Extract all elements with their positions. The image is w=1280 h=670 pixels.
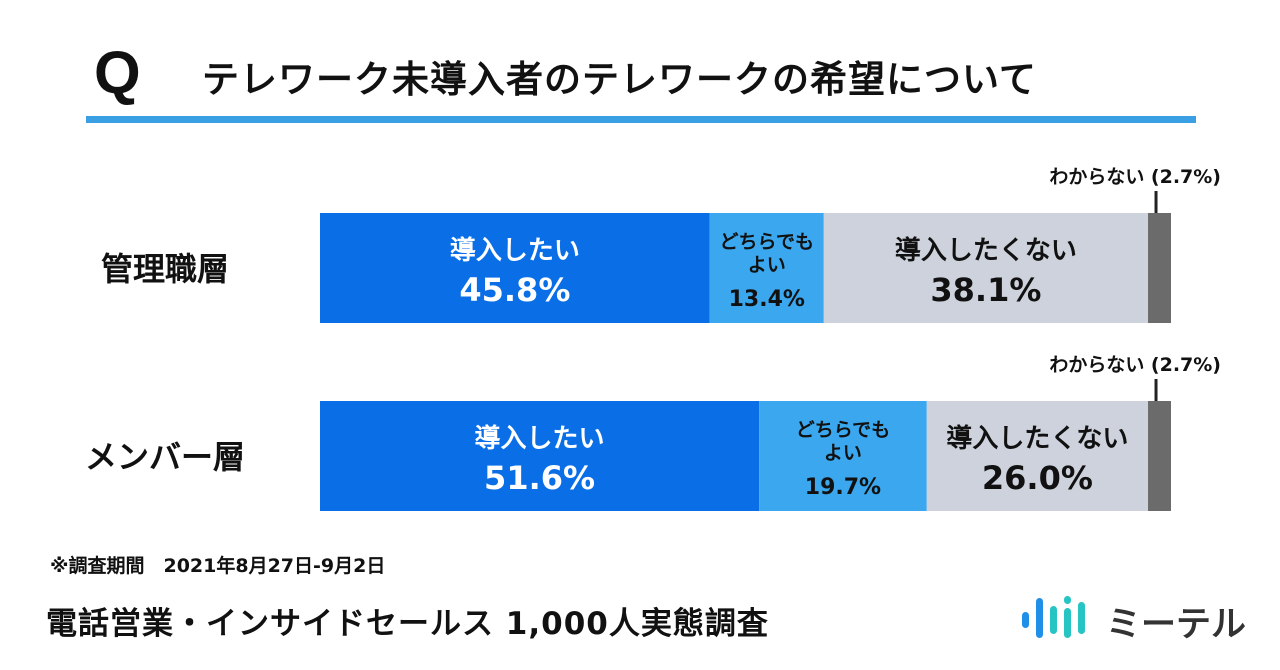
stacked-bar-chart: 管理職層 導入したい45.8%どちらでもよい13.4%導入したくない38.1%わか… — [85, 166, 1221, 511]
segment-label: 導入したくない — [895, 235, 1077, 266]
data-label: 51.6% — [484, 459, 595, 497]
callout-label: わからない (2.7%) — [1049, 166, 1221, 188]
segment-label: 導入したくない — [946, 423, 1128, 454]
logo-bar — [1078, 602, 1085, 634]
segment-label: よい — [748, 254, 786, 276]
data-label: 26.0% — [982, 459, 1093, 497]
callout-label: わからない (2.7%) — [1049, 354, 1221, 376]
segment-label: 導入したい — [475, 423, 605, 454]
logo-bar — [1050, 606, 1057, 634]
category-label: 管理職層 — [101, 250, 229, 288]
brand-name: ミーテル — [1106, 605, 1247, 645]
question-mark: Q — [94, 39, 141, 106]
sound-bars-icon — [1022, 596, 1085, 638]
data-label: 45.8% — [459, 271, 570, 309]
title-underline — [86, 116, 1196, 123]
segment-label: よい — [824, 442, 862, 464]
logo-bar — [1064, 596, 1071, 604]
category-label: メンバー層 — [85, 438, 245, 476]
page-title: テレワーク未導入者のテレワークの希望について — [202, 58, 1037, 101]
bar-segment — [759, 401, 927, 511]
data-label: 38.1% — [930, 271, 1041, 309]
bar-segment — [823, 213, 1149, 323]
bar-segment — [320, 213, 710, 323]
segment-label: 導入したい — [450, 235, 580, 266]
data-label: 13.4% — [729, 287, 805, 312]
bar-segment — [1148, 401, 1171, 511]
heading: Q テレワーク未導入者のテレワークの希望について — [86, 38, 1196, 124]
segment-label: どちらでも — [720, 231, 814, 253]
logo-bar — [1064, 608, 1071, 638]
survey-title: 電話営業・インサイドセールス 1,000人実態調査 — [46, 606, 769, 642]
logo-bar — [1022, 612, 1029, 628]
logo-bar — [1036, 598, 1043, 638]
bar-segment — [320, 401, 760, 511]
bar-segment — [926, 401, 1149, 511]
survey-period-note: ※調査期間 2021年8月27日-9月2日 — [50, 555, 386, 577]
bar-segment — [709, 213, 824, 323]
segment-label: どちらでも — [796, 419, 890, 441]
brand-logo: ミーテル — [1020, 592, 1246, 645]
data-label: 19.7% — [805, 475, 881, 500]
bar-segment — [1148, 213, 1171, 323]
